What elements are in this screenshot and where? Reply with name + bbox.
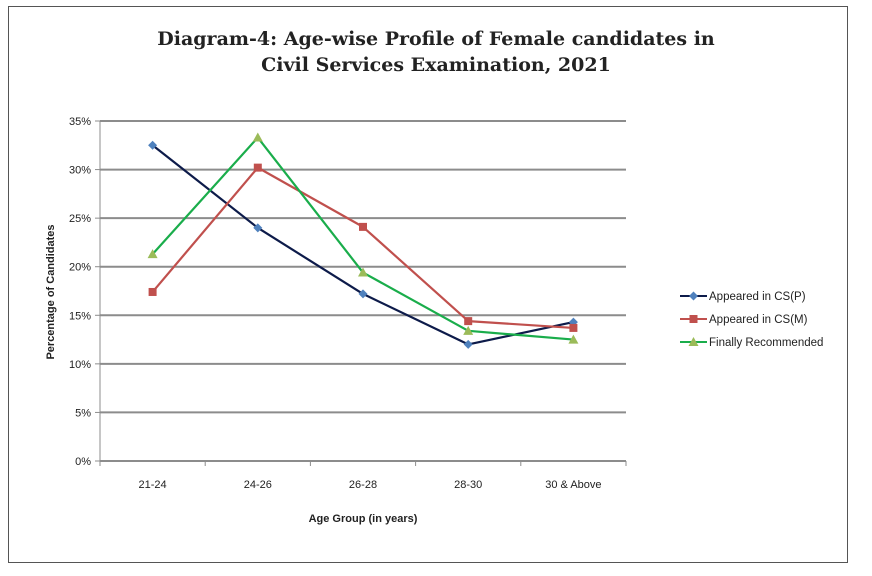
data-point — [358, 267, 368, 277]
data-point — [253, 163, 262, 172]
y-tick-label: 0% — [75, 456, 91, 468]
data-point — [463, 339, 473, 349]
y-tick-label: 35% — [69, 116, 91, 128]
y-tick-label: 5% — [75, 407, 91, 419]
y-tick-label: 20% — [69, 262, 91, 274]
data-point — [148, 287, 157, 296]
series-lines — [147, 132, 579, 349]
series-3 — [147, 132, 579, 344]
x-tick-label: 24-26 — [244, 479, 272, 491]
data-point — [252, 132, 263, 142]
legend-item: Finally Recommended — [680, 337, 823, 349]
x-tick-label: 26-28 — [349, 479, 377, 491]
legend-marker — [689, 315, 698, 323]
data-point — [147, 249, 158, 259]
legend-marker — [688, 337, 699, 346]
grid-lines — [95, 120, 627, 466]
y-axis-title: Percentage of Candidates — [45, 224, 57, 359]
chart-title-line-1: Diagram-4: Age-wise Profile of Female ca… — [157, 28, 715, 50]
series-line — [151, 136, 574, 341]
legend-label: Finally Recommended — [709, 337, 823, 349]
data-point — [463, 325, 474, 335]
legend-label: Appeared in CS(P) — [709, 291, 806, 303]
legend-marker — [689, 291, 698, 301]
y-tick-label: 30% — [69, 165, 91, 177]
series-1 — [148, 140, 578, 349]
data-point — [464, 317, 473, 326]
x-tick-label: 30 & Above — [545, 479, 601, 491]
legend: Appeared in CS(P) Appeared in CS(M) Finall… — [680, 291, 823, 349]
x-tick-label: 21-24 — [139, 479, 167, 491]
y-tick-label: 10% — [69, 359, 91, 371]
x-tick-label: 28-30 — [454, 479, 482, 491]
data-point — [569, 323, 578, 332]
x-axis-title: Age Group (in years) — [309, 513, 418, 525]
x-axis-ticks: 21-24 24-26 26-28 28-30 30 & Above — [139, 479, 602, 491]
data-point — [568, 334, 579, 344]
y-tick-label: 25% — [69, 213, 91, 225]
chart-title-line-2: Civil Services Examination, 2021 — [261, 54, 611, 76]
data-point — [253, 223, 263, 233]
legend-label: Appeared in CS(M) — [709, 314, 808, 326]
legend-item: Appeared in CS(M) — [680, 314, 808, 326]
chart-title: Diagram-4: Age-wise Profile of Female ca… — [0, 26, 872, 78]
data-point — [148, 140, 158, 150]
data-point — [358, 289, 368, 299]
legend-item: Appeared in CS(P) — [680, 291, 806, 303]
series-line — [151, 166, 574, 330]
series-2 — [148, 163, 578, 332]
y-axis-ticks: 0% 5% 10% 15% 20% 25% 30% 35% — [69, 116, 91, 468]
data-point — [359, 222, 367, 231]
y-tick-label: 15% — [69, 310, 91, 322]
